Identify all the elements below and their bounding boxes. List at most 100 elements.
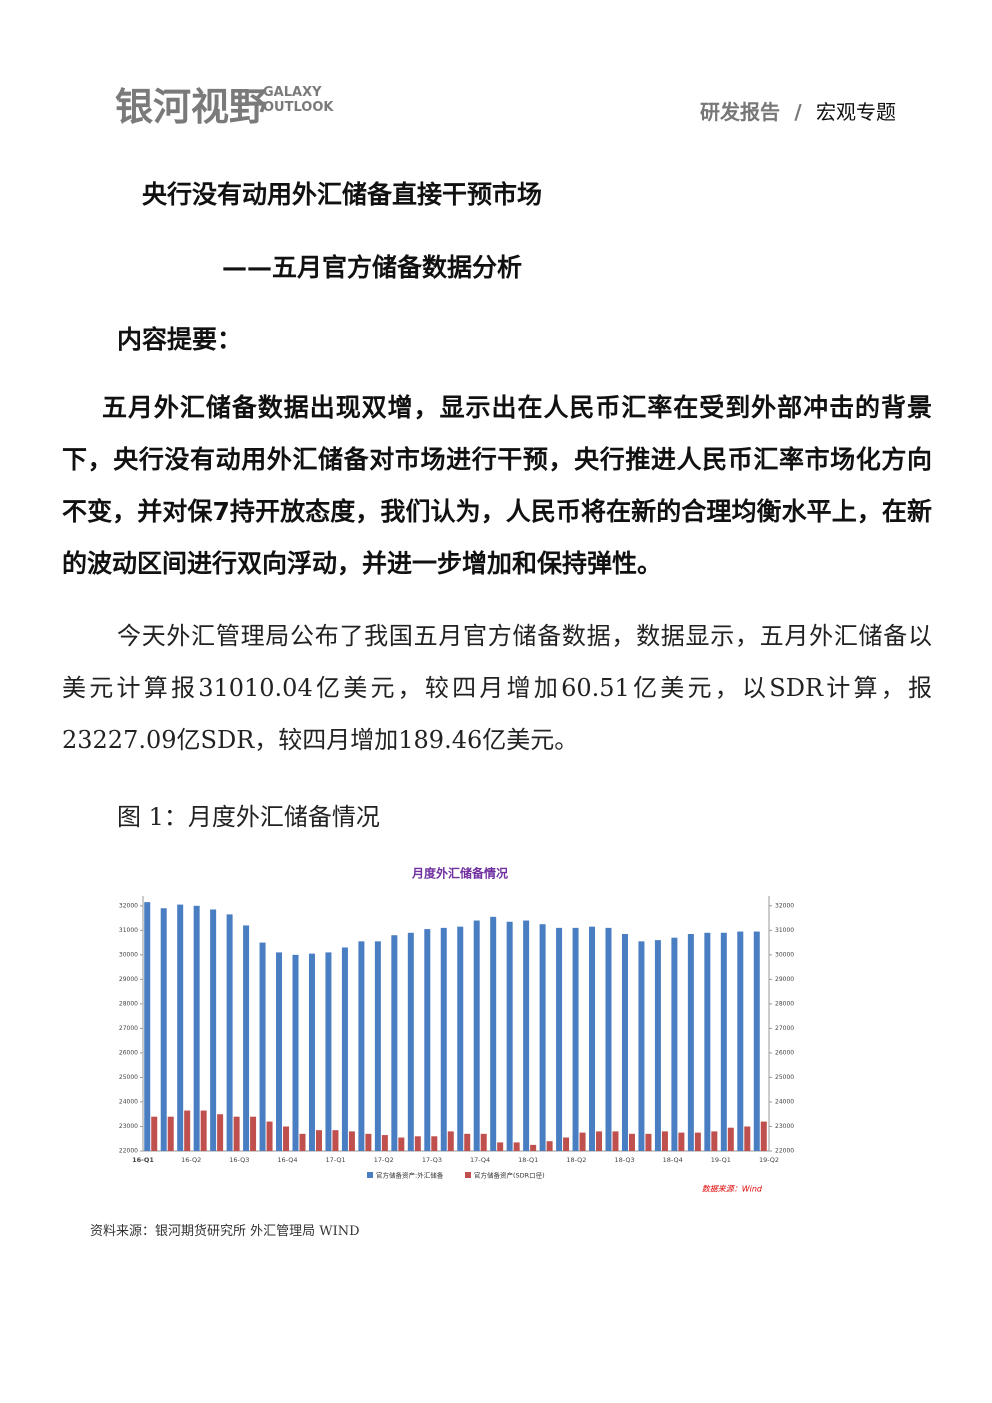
bar <box>365 1133 372 1151</box>
bar <box>678 1132 685 1151</box>
logo: 银河视野 <box>115 85 268 129</box>
bar <box>308 953 315 1151</box>
bar <box>687 934 694 1151</box>
bar <box>727 1127 734 1151</box>
bar <box>407 932 414 1151</box>
bar <box>414 1136 421 1151</box>
legend-label: 官方储备资产(SDR口径) <box>474 1171 545 1180</box>
bar <box>167 1116 174 1151</box>
bar <box>711 1131 718 1151</box>
x-tick-label: 18-Q1 <box>518 1156 538 1164</box>
bar <box>144 902 151 1151</box>
bar <box>694 1132 701 1151</box>
bar <box>612 1131 619 1151</box>
bar <box>177 904 184 1151</box>
bar <box>638 941 645 1151</box>
y-tick-label: 28000 <box>119 1000 138 1007</box>
x-tick-label: 19-Q2 <box>759 1156 779 1164</box>
bar <box>596 1131 603 1151</box>
bar <box>292 954 299 1151</box>
bar <box>217 1114 224 1151</box>
subtitle: ——五月官方储备数据分析 <box>222 253 523 282</box>
bar <box>299 1133 306 1151</box>
bar <box>737 931 744 1151</box>
y2-tick-label: 32000 <box>775 902 794 909</box>
logo-en-line: GALAXY <box>263 85 322 100</box>
bar <box>579 1132 586 1151</box>
bar <box>315 1130 322 1151</box>
logo-en-line: OUTLOOK <box>263 100 334 115</box>
body-text: 今天外汇管理局公布了我国五月官方储备数据，数据显示，五月外汇储备以美元计算报31… <box>62 622 932 754</box>
y2-tick-label: 25000 <box>775 1074 794 1081</box>
bar <box>266 1121 273 1151</box>
bar <box>391 935 398 1151</box>
x-tick-label: 17-Q3 <box>422 1156 442 1164</box>
bar <box>358 941 365 1151</box>
x-tick-label: 18-Q4 <box>663 1156 683 1164</box>
y2-tick-label: 22000 <box>775 1148 794 1155</box>
bar <box>490 916 497 1151</box>
source: 资料来源：银河期货研究所 外汇管理局 WIND <box>90 1224 360 1239</box>
x-tick-label: 16-Q4 <box>277 1156 297 1164</box>
y2-tick-label: 26000 <box>775 1049 794 1056</box>
x-tick-label: 19-Q1 <box>711 1156 731 1164</box>
bar <box>341 947 348 1151</box>
y-tick-label: 26000 <box>119 1049 138 1056</box>
bar <box>654 940 661 1151</box>
chart-title: 月度外汇储备情况 <box>411 866 508 881</box>
y2-tick-label: 24000 <box>775 1098 794 1105</box>
bar <box>325 952 332 1151</box>
bar <box>374 941 381 1151</box>
bar <box>546 1141 553 1151</box>
bar <box>210 909 217 1151</box>
bar <box>530 1144 537 1151</box>
y-tick-label: 23000 <box>119 1123 138 1130</box>
y2-tick-label: 31000 <box>775 927 794 934</box>
legend-label: 官方储备资产:外汇储备 <box>376 1171 444 1180</box>
bar <box>753 931 760 1151</box>
bar <box>556 927 563 1151</box>
bar <box>539 924 546 1151</box>
bar <box>233 1116 240 1151</box>
bar <box>193 905 200 1151</box>
y2-tick-label: 27000 <box>775 1025 794 1032</box>
bar <box>200 1110 207 1151</box>
bar <box>760 1121 767 1151</box>
y2-tick-label: 30000 <box>775 951 794 958</box>
bar <box>226 914 233 1151</box>
bar <box>704 932 711 1151</box>
x-tick-label: 16-Q1 <box>132 1156 154 1164</box>
bar <box>513 1142 520 1151</box>
title: 央行没有动用外汇储备直接干预市场 <box>142 180 543 209</box>
y-tick-label: 29000 <box>119 976 138 983</box>
x-tick-label: 16-Q3 <box>229 1156 249 1164</box>
x-tick-label: 18-Q2 <box>566 1156 586 1164</box>
bar <box>464 1133 471 1151</box>
bar <box>332 1130 339 1151</box>
logo-en: GALAXY OUTLOOK <box>263 85 333 115</box>
summary: 五月外汇储备数据出现双增，显示出在人民币汇率在受到外部冲击的背景下，央行没有动用… <box>62 393 932 578</box>
bar <box>243 925 250 1151</box>
y-tick-label: 22000 <box>119 1148 138 1155</box>
bar <box>259 942 266 1151</box>
x-tick-label: 17-Q4 <box>470 1156 490 1164</box>
bar <box>589 926 596 1151</box>
x-tick-label: 16-Q2 <box>181 1156 201 1164</box>
bar <box>744 1126 751 1151</box>
bar <box>431 1136 438 1151</box>
bar <box>497 1142 504 1151</box>
y-tick-label: 25000 <box>119 1074 138 1081</box>
bar <box>661 1131 668 1151</box>
bar <box>621 934 628 1151</box>
bar <box>250 1116 257 1151</box>
bar <box>381 1135 388 1151</box>
separator: / <box>794 100 802 124</box>
bar <box>671 937 678 1151</box>
header-right: 研发报告 / 宏观专题 <box>700 96 896 125</box>
chart: 月度外汇储备情况 数据来源：Wind 22000 23000 24000 25000 2… <box>119 866 794 1194</box>
y-tick-label: 27000 <box>119 1025 138 1032</box>
bar <box>480 1133 487 1151</box>
y-tick-label: 31000 <box>119 927 138 934</box>
x-tick-label: 17-Q2 <box>374 1156 394 1164</box>
